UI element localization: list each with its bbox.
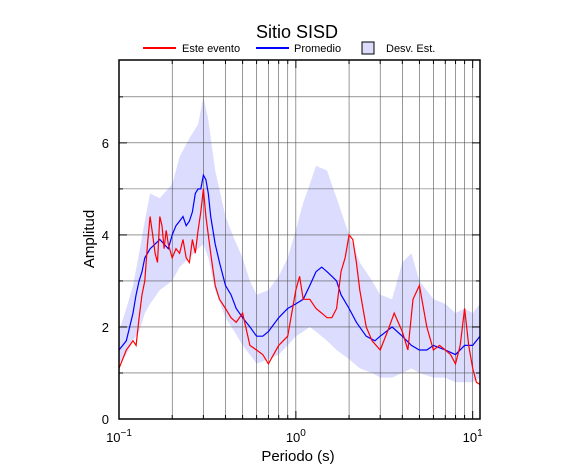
y-tick-label: 4 [102,228,109,243]
y-tick-label: 6 [102,136,109,151]
x-axis-label: Periodo (s) [261,448,334,465]
x-tick-label: 101 [463,428,483,445]
grid [118,60,480,419]
axis-ticks: 0 2 4 6 10−1 100 101 [102,60,483,445]
legend-label-desv-est: Desv. Est. [386,43,435,55]
plot-area: 0 2 4 6 10−1 100 101 [102,59,483,445]
legend: Este evento Promedio Desv. Est. [143,41,435,55]
chart-title: Sitio SISD [256,22,338,42]
series-line-este-evento [118,188,481,386]
y-tick-label: 0 [102,412,109,427]
x-tick-label: 10−1 [106,428,132,445]
legend-label-promedio: Promedio [294,43,341,55]
x-tick-label: 100 [286,428,306,445]
y-axis-label: Amplitud [81,210,98,268]
legend-swatch-desv-est [361,41,375,55]
legend-label-este-evento: Este evento [182,43,240,55]
y-tick-label: 2 [102,320,109,335]
plot-frame [118,59,481,420]
std-dev-band [119,96,480,383]
